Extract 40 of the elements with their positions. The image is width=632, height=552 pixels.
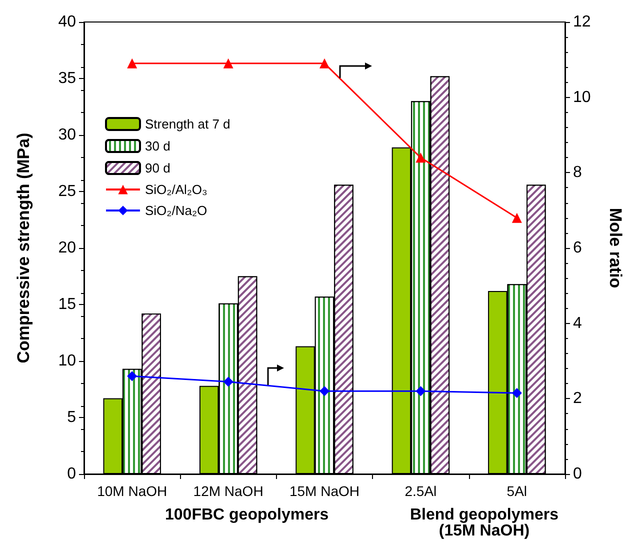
y-tick-label: 30	[58, 126, 76, 144]
legend-label: Strength at 7 d	[145, 116, 230, 132]
y2-tick-label: 12	[573, 14, 591, 30]
point	[320, 58, 330, 68]
y2-axis-title: Mole ratio	[606, 208, 625, 288]
point	[416, 152, 426, 163]
y2-tick-label: 2	[573, 390, 582, 408]
y-tick-label: 10	[58, 352, 76, 370]
y-axis-title: Compressive strength (MPa)	[14, 132, 33, 364]
text: Blend geopolymers (15M NaOH)	[410, 506, 559, 540]
text: 100FBC geopolymers	[165, 506, 329, 524]
point	[127, 58, 138, 68]
x-tick-label: 2.5Al	[404, 483, 437, 499]
y-tick-label: 25	[58, 183, 76, 200]
y2-tick-label: 4	[573, 314, 582, 332]
y2-tick-label: 6	[573, 240, 582, 256]
legend-label: SiO₂/Na₂O	[145, 203, 208, 218]
y2-tick-label: 8	[573, 164, 582, 182]
x-tick-label: 15M NaOH	[289, 483, 360, 499]
legend-label: SiO₂/Al₂O₃	[145, 182, 208, 197]
legend-label: 90 d	[145, 160, 170, 176]
point	[320, 386, 330, 396]
y-tick-label: 40	[58, 14, 76, 30]
point	[223, 58, 234, 68]
y-tick-label: 15	[58, 296, 76, 313]
point	[512, 212, 522, 223]
y-tick-label: 20	[58, 240, 76, 256]
x-tick-label: 10M NaOH	[97, 483, 168, 499]
legend-label: 30 d	[145, 138, 170, 154]
y-tick-label: 35	[58, 70, 76, 87]
y-tick-label: 5	[67, 409, 76, 426]
point	[512, 388, 522, 398]
point	[223, 376, 234, 387]
point	[127, 371, 138, 382]
y2-tick-label: 0	[573, 466, 582, 482]
x-tick-label: 12M NaOH	[193, 483, 264, 499]
y2-tick-label: 10	[573, 88, 591, 106]
point	[416, 386, 426, 396]
x-tick-label: 5Al	[506, 483, 528, 499]
y-tick-label: 0	[67, 466, 76, 482]
